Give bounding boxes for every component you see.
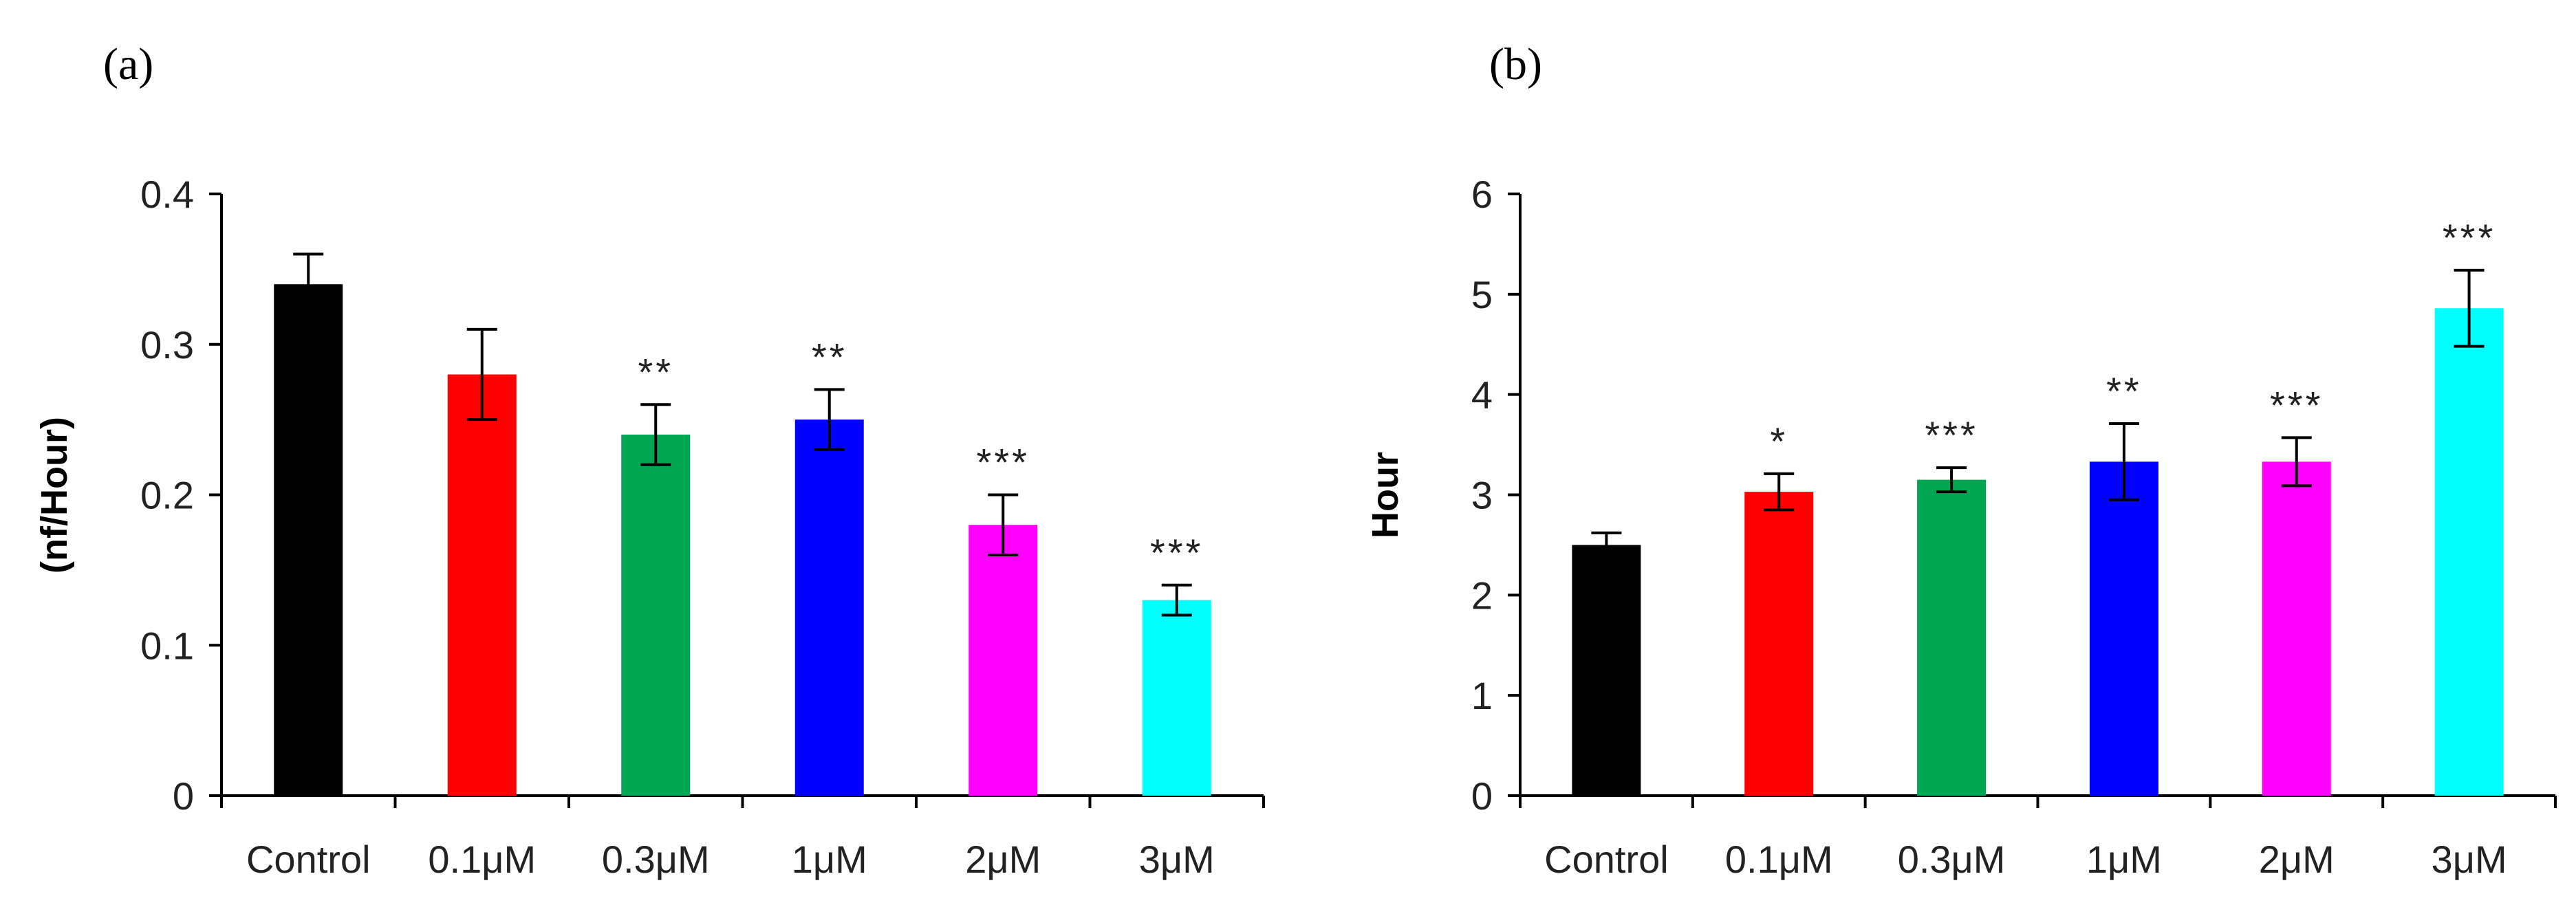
a-category-label-1: 0.1μM: [428, 838, 536, 881]
a-y-axis-title: (nf/Hour): [34, 417, 75, 574]
a-y-tick-label: 0.4: [140, 173, 194, 216]
a-significance-4: ***: [977, 441, 1030, 484]
b-category-label-2: 0.3μM: [1898, 838, 2006, 881]
b-significance-3: **: [2106, 369, 2142, 413]
panel-b-label: (b): [1489, 39, 1542, 89]
a-category-label-4: 2μM: [965, 838, 1041, 881]
b-category-label-5: 3μM: [2432, 838, 2507, 881]
b-significance-5: ***: [2443, 216, 2496, 259]
a-y-tick-label: 0.3: [140, 323, 194, 367]
b-bar-3: [2089, 461, 2158, 796]
a-y-tick-label: 0.2: [140, 474, 194, 517]
a-significance-3: **: [812, 335, 847, 378]
b-y-tick-label: 2: [1471, 574, 1493, 617]
a-y-tick-label: 0.1: [140, 624, 194, 667]
a-significance-2: **: [638, 350, 673, 393]
a-category-label-0: Control: [246, 838, 371, 881]
a-bar-4: [968, 525, 1038, 796]
b-category-label-0: Control: [1544, 838, 1669, 881]
b-category-label-4: 2μM: [2259, 838, 2335, 881]
b-category-label-3: 1μM: [2086, 838, 2162, 881]
a-category-label-3: 1μM: [792, 838, 867, 881]
b-y-tick-label: 6: [1471, 173, 1493, 216]
b-bar-5: [2434, 308, 2504, 796]
a-bar-3: [794, 419, 864, 796]
b-y-tick-label: 0: [1471, 774, 1493, 818]
b-significance-2: ***: [1925, 413, 1978, 457]
a-bar-2: [621, 435, 691, 796]
b-y-tick-label: 1: [1471, 674, 1493, 717]
b-significance-1: *: [1770, 419, 1788, 463]
b-significance-4: ***: [2270, 383, 2323, 426]
b-category-label-1: 0.1μM: [1725, 838, 1833, 881]
b-y-tick-label: 4: [1471, 373, 1493, 417]
b-bar-4: [2262, 461, 2331, 796]
panel-a-label: (a): [103, 39, 153, 89]
a-y-tick-label: 0: [173, 774, 194, 818]
a-significance-5: ***: [1150, 531, 1203, 574]
b-y-tick-label: 5: [1471, 273, 1493, 316]
a-bar-1: [447, 374, 517, 796]
panel-a: (a) 0 0.1 0.2 0.3 0.4 (nf/Hour) Control 0.1μM **…: [34, 39, 1265, 881]
a-bar-0: [274, 284, 343, 796]
b-y-tick-label: 3: [1471, 474, 1493, 517]
b-y-axis-title: Hour: [1365, 452, 1406, 538]
b-bar-1: [1744, 492, 1814, 796]
a-category-label-2: 0.3μM: [602, 838, 710, 881]
panel-b: (b) 0 1 2 3 4 5 6 Hour Control * 0.1μM *** 0.3μM ** 1μ…: [1365, 39, 2557, 881]
a-category-label-5: 3μM: [1139, 838, 1215, 881]
b-bar-2: [1917, 479, 1987, 796]
b-bar-0: [1572, 545, 1641, 796]
a-bar-5: [1142, 600, 1211, 796]
